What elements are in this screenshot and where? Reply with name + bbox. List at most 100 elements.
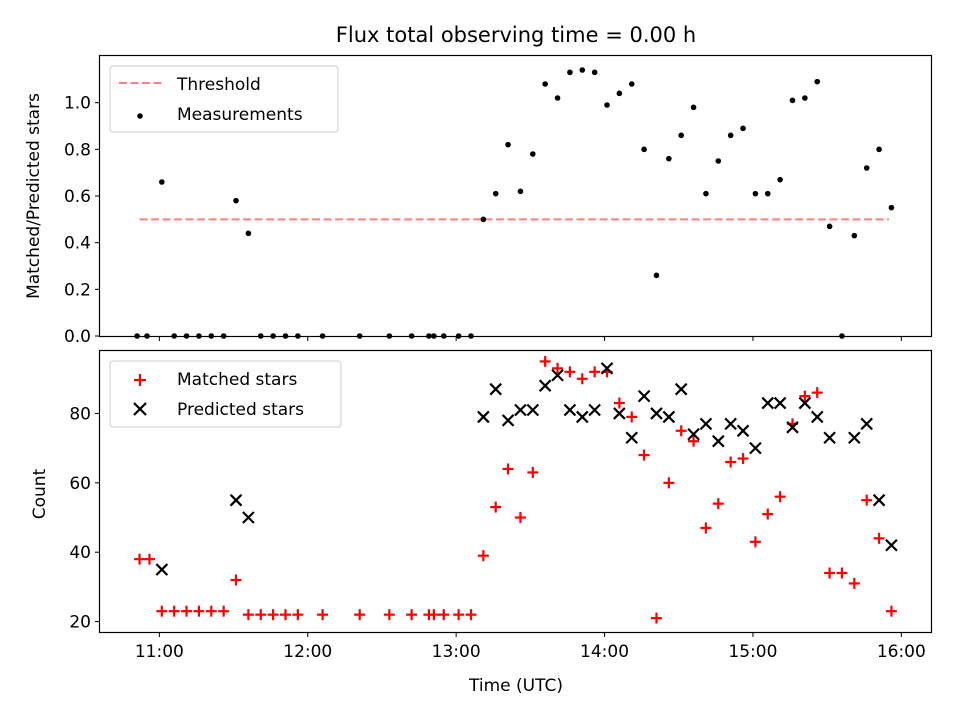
matched-star-point — [762, 508, 774, 520]
measurement-point — [715, 158, 722, 164]
matched-star-point — [527, 466, 539, 478]
bottom-y-tick-label: 80 — [69, 404, 91, 424]
measurement-point — [703, 190, 709, 197]
matched-star-point — [700, 522, 712, 534]
matched-star-point — [514, 512, 526, 524]
predicted-star-point — [662, 410, 676, 424]
measurement-point — [752, 190, 759, 197]
legend-matched-swatch — [134, 374, 146, 386]
matched-star-point — [317, 609, 329, 621]
measurement-point — [777, 176, 783, 183]
legend-measurements-label: Measurements — [177, 105, 303, 125]
measurement-point — [814, 78, 821, 85]
predicted-star-point — [761, 396, 775, 410]
bottom-x-tick-label: 12:00 — [283, 642, 332, 662]
bottom-y-axis-label: Count — [30, 468, 50, 519]
matched-star-point — [477, 550, 489, 562]
measurement-point — [863, 165, 870, 171]
predicted-star-point — [773, 396, 787, 410]
predicted-star-point — [712, 434, 725, 448]
matched-star-point — [539, 355, 551, 367]
matched-star-point — [725, 456, 737, 468]
predicted-star-point — [749, 441, 762, 455]
matched-star-point — [230, 574, 242, 586]
matched-star-point — [836, 567, 848, 579]
top-y-axis-label: Matched/Predicted stars — [24, 93, 44, 299]
predicted-star-point — [538, 379, 552, 392]
predicted-star-point — [563, 403, 577, 417]
bottom-plot-frame — [98, 349, 933, 634]
bottom-y-axis: 20 40 60 80 — [69, 404, 100, 633]
bottom-x-tick-label: 14:00 — [580, 642, 629, 662]
measurement-point — [727, 132, 734, 139]
predicted-star-point — [885, 538, 898, 552]
predicted-star-point — [229, 493, 243, 507]
legend-threshold-label: Threshold — [176, 75, 261, 95]
top-y-tick-label: 0.2 — [64, 280, 91, 300]
matched-star-point — [873, 532, 885, 544]
predicted-star-point — [848, 431, 861, 445]
predicted-star-point — [551, 369, 564, 382]
measurement-point — [789, 97, 796, 104]
bottom-y-tick-label: 60 — [69, 474, 91, 494]
measurement-point — [628, 81, 635, 87]
matched-star-point — [749, 536, 761, 548]
matched-star-point — [589, 366, 601, 378]
measurement-point — [690, 104, 697, 111]
predicted-star-point — [575, 410, 589, 424]
measurement-point — [517, 188, 524, 195]
predicted-star-point — [600, 362, 614, 375]
matched-star-point — [465, 609, 477, 621]
top-legend-box — [109, 65, 339, 133]
matched-star-point — [428, 609, 440, 621]
measurement-point — [480, 216, 487, 223]
matched-star-point — [799, 390, 811, 402]
measurement-point — [233, 197, 239, 204]
matched-star-point — [626, 411, 638, 423]
predicted-star-point — [786, 421, 799, 434]
measurement-point — [505, 141, 511, 148]
measurement-point — [802, 95, 808, 101]
predicted-star-point — [674, 382, 688, 396]
measurement-point — [678, 132, 685, 139]
matched-star-point — [885, 605, 897, 617]
top-y-tick-label: 0.0 — [64, 327, 91, 347]
measurement-point — [159, 179, 165, 185]
measurement-point — [740, 125, 746, 132]
predicted-stars-layer — [155, 362, 898, 576]
matched-star-point — [181, 605, 193, 617]
predicted-star-point — [514, 403, 527, 417]
predicted-star-point — [526, 403, 540, 417]
predicted-star-point — [242, 511, 255, 524]
predicted-star-point — [501, 414, 515, 427]
measurement-point — [876, 146, 882, 153]
top-y-tick-label: 0.4 — [64, 234, 91, 254]
top-y-tick-label: 0.6 — [64, 187, 91, 207]
measurement-point — [542, 81, 548, 87]
matched-star-point — [242, 609, 254, 621]
matched-star-point — [613, 397, 625, 409]
matched-star-point — [848, 577, 860, 589]
measurement-point — [653, 272, 660, 279]
measurement-point — [492, 190, 499, 197]
matched-star-point — [638, 449, 650, 461]
measurement-point — [604, 102, 610, 108]
measurement-point — [579, 67, 586, 73]
measurement-point — [826, 223, 833, 230]
top-x-axis — [158, 336, 902, 341]
predicted-star-point — [588, 403, 601, 417]
predicted-star-point — [477, 410, 490, 424]
predicted-star-point — [650, 407, 663, 420]
matched-star-point — [675, 425, 687, 437]
bottom-legend: Matched stars Predicted stars — [109, 360, 342, 428]
x-axis-label: Time (UTC) — [468, 676, 563, 696]
matched-star-point — [861, 494, 873, 506]
bottom-x-tick-label: 13:00 — [432, 642, 481, 662]
matched-star-point — [156, 605, 168, 617]
matched-star-point — [205, 605, 217, 617]
matched-star-point — [279, 609, 291, 621]
legend-matched-label: Matched stars — [177, 370, 297, 390]
matched-star-point — [824, 567, 836, 579]
matched-star-point — [453, 609, 465, 621]
